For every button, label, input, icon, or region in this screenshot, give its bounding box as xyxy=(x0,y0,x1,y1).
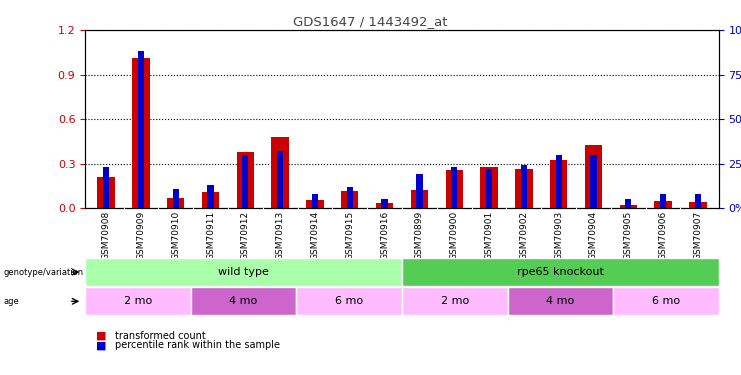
Text: GSM70902: GSM70902 xyxy=(519,211,528,260)
Text: 6 mo: 6 mo xyxy=(335,296,363,306)
Bar xyxy=(550,160,568,208)
Bar xyxy=(451,167,457,208)
Text: GSM70911: GSM70911 xyxy=(206,211,215,260)
Text: 2 mo: 2 mo xyxy=(441,296,469,306)
Text: GSM70904: GSM70904 xyxy=(589,211,598,260)
Text: GSM70899: GSM70899 xyxy=(415,211,424,260)
Bar xyxy=(376,203,393,208)
Text: age: age xyxy=(4,297,19,306)
Text: GSM70914: GSM70914 xyxy=(310,211,319,260)
Text: GDS1647 / 1443492_at: GDS1647 / 1443492_at xyxy=(293,15,448,28)
Bar xyxy=(625,199,631,208)
Bar xyxy=(382,199,388,208)
Bar xyxy=(445,170,463,208)
Bar xyxy=(103,167,109,208)
Bar xyxy=(515,169,533,208)
Bar xyxy=(138,51,144,208)
Bar xyxy=(591,154,597,208)
Text: GSM70915: GSM70915 xyxy=(345,211,354,260)
Text: GSM70901: GSM70901 xyxy=(485,211,494,260)
Bar xyxy=(619,206,637,208)
Bar xyxy=(236,152,254,208)
Bar xyxy=(585,145,602,208)
Text: GSM70912: GSM70912 xyxy=(241,211,250,260)
Text: GSM70916: GSM70916 xyxy=(380,211,389,260)
Text: ■: ■ xyxy=(96,340,107,350)
Bar xyxy=(202,192,219,208)
Bar xyxy=(97,177,115,208)
Text: GSM70900: GSM70900 xyxy=(450,211,459,260)
Text: 4 mo: 4 mo xyxy=(546,296,574,306)
Bar xyxy=(660,194,666,208)
Text: GSM70903: GSM70903 xyxy=(554,211,563,260)
Bar xyxy=(416,174,422,208)
Text: GSM70908: GSM70908 xyxy=(102,211,110,260)
Text: GSM70910: GSM70910 xyxy=(171,211,180,260)
Text: 2 mo: 2 mo xyxy=(124,296,152,306)
Bar xyxy=(306,200,324,208)
Text: transformed count: transformed count xyxy=(115,331,205,341)
Bar xyxy=(167,198,185,208)
Text: GSM70913: GSM70913 xyxy=(276,211,285,260)
Text: rpe65 knockout: rpe65 knockout xyxy=(517,267,604,277)
Text: wild type: wild type xyxy=(218,267,269,277)
Bar xyxy=(480,167,498,208)
Bar xyxy=(411,190,428,208)
Text: 4 mo: 4 mo xyxy=(230,296,258,306)
Bar xyxy=(556,154,562,208)
Bar xyxy=(521,165,527,208)
Bar xyxy=(695,194,701,208)
Text: percentile rank within the sample: percentile rank within the sample xyxy=(115,340,280,350)
Text: GSM70905: GSM70905 xyxy=(624,211,633,260)
Bar xyxy=(654,201,672,208)
Text: GSM70909: GSM70909 xyxy=(136,211,145,260)
Bar xyxy=(312,194,318,208)
Text: GSM70907: GSM70907 xyxy=(694,211,702,260)
Bar xyxy=(132,58,150,208)
Bar xyxy=(277,151,283,208)
Bar xyxy=(207,185,213,208)
Bar xyxy=(486,169,492,208)
Bar xyxy=(347,187,353,208)
Bar xyxy=(341,191,359,208)
Bar xyxy=(689,202,707,208)
Text: genotype/variation: genotype/variation xyxy=(4,268,84,277)
Bar xyxy=(242,154,248,208)
Bar xyxy=(173,189,179,208)
Text: ■: ■ xyxy=(96,331,107,341)
Text: GSM70906: GSM70906 xyxy=(659,211,668,260)
Text: 6 mo: 6 mo xyxy=(652,296,680,306)
Bar xyxy=(271,137,289,208)
